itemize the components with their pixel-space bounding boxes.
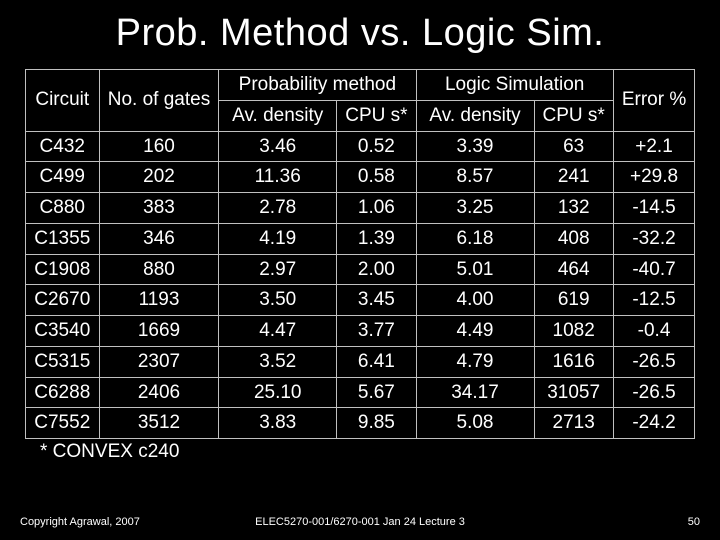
cell-gates: 1669 — [99, 316, 218, 347]
slide-title: Prob. Method vs. Logic Sim. — [18, 12, 702, 55]
cell-err: -32.2 — [613, 223, 694, 254]
cell-circuit: C6288 — [25, 377, 99, 408]
cell-l_avd: 4.49 — [416, 316, 534, 347]
cell-l_cpu: 408 — [534, 223, 613, 254]
cell-p_avd: 4.19 — [219, 223, 337, 254]
cell-err: -40.7 — [613, 254, 694, 285]
cell-p_avd: 3.46 — [219, 131, 337, 162]
cell-err: -0.4 — [613, 316, 694, 347]
header-prob-cpu: CPU s* — [337, 100, 416, 131]
cell-p_cpu: 0.58 — [337, 162, 416, 193]
header-prob-group: Probability method — [219, 70, 416, 101]
cell-circuit: C5315 — [25, 346, 99, 377]
cell-circuit: C1908 — [25, 254, 99, 285]
cell-p_cpu: 5.67 — [337, 377, 416, 408]
cell-p_cpu: 0.52 — [337, 131, 416, 162]
header-error: Error % — [613, 70, 694, 132]
cell-err: +2.1 — [613, 131, 694, 162]
cell-l_cpu: 619 — [534, 285, 613, 316]
cell-circuit: C1355 — [25, 223, 99, 254]
table-row: C354016694.473.774.491082-0.4 — [25, 316, 694, 347]
cell-l_cpu: 1616 — [534, 346, 613, 377]
cell-gates: 202 — [99, 162, 218, 193]
table-row: C4321603.460.523.3963+2.1 — [25, 131, 694, 162]
header-circuit: Circuit — [25, 70, 99, 132]
header-row-1: Circuit No. of gates Probability method … — [25, 70, 694, 101]
table-row: C49920211.360.588.57241+29.8 — [25, 162, 694, 193]
cell-circuit: C7552 — [25, 408, 99, 439]
cell-l_avd: 5.08 — [416, 408, 534, 439]
table-row: C531523073.526.414.791616-26.5 — [25, 346, 694, 377]
cell-l_avd: 8.57 — [416, 162, 534, 193]
cell-gates: 160 — [99, 131, 218, 162]
cell-err: -26.5 — [613, 377, 694, 408]
cell-gates: 880 — [99, 254, 218, 285]
footer-left: Copyright Agrawal, 2007 — [20, 516, 140, 528]
cell-err: -14.5 — [613, 193, 694, 224]
table-row: C8803832.781.063.25132-14.5 — [25, 193, 694, 224]
cell-p_avd: 3.50 — [219, 285, 337, 316]
cell-l_cpu: 464 — [534, 254, 613, 285]
footer: Copyright Agrawal, 2007 ELEC5270-001/627… — [20, 516, 700, 528]
cell-l_avd: 34.17 — [416, 377, 534, 408]
cell-circuit: C499 — [25, 162, 99, 193]
cell-gates: 346 — [99, 223, 218, 254]
header-logic-cpu: CPU s* — [534, 100, 613, 131]
table-header: Circuit No. of gates Probability method … — [25, 70, 694, 132]
cell-l_cpu: 1082 — [534, 316, 613, 347]
cell-p_cpu: 2.00 — [337, 254, 416, 285]
cell-gates: 3512 — [99, 408, 218, 439]
cell-gates: 1193 — [99, 285, 218, 316]
header-prob-avd: Av. density — [219, 100, 337, 131]
table-body: C4321603.460.523.3963+2.1C49920211.360.5… — [25, 131, 694, 439]
cell-p_avd: 2.97 — [219, 254, 337, 285]
cell-circuit: C432 — [25, 131, 99, 162]
cell-l_avd: 6.18 — [416, 223, 534, 254]
cell-err: -24.2 — [613, 408, 694, 439]
cell-p_avd: 3.52 — [219, 346, 337, 377]
cell-gates: 2406 — [99, 377, 218, 408]
cell-p_avd: 2.78 — [219, 193, 337, 224]
cell-gates: 2307 — [99, 346, 218, 377]
cell-p_cpu: 1.06 — [337, 193, 416, 224]
cell-circuit: C880 — [25, 193, 99, 224]
cell-circuit: C2670 — [25, 285, 99, 316]
cell-err: -12.5 — [613, 285, 694, 316]
cell-err: +29.8 — [613, 162, 694, 193]
footnote: * CONVEX c240 — [40, 441, 702, 463]
cell-l_avd: 4.00 — [416, 285, 534, 316]
table-row: C267011933.503.454.00619-12.5 — [25, 285, 694, 316]
footer-right: 50 — [688, 516, 700, 528]
cell-l_cpu: 63 — [534, 131, 613, 162]
cell-l_cpu: 241 — [534, 162, 613, 193]
cell-l_cpu: 132 — [534, 193, 613, 224]
header-logic-avd: Av. density — [416, 100, 534, 131]
cell-circuit: C3540 — [25, 316, 99, 347]
cell-l_avd: 5.01 — [416, 254, 534, 285]
cell-gates: 383 — [99, 193, 218, 224]
table-row: C755235123.839.855.082713-24.2 — [25, 408, 694, 439]
cell-l_avd: 4.79 — [416, 346, 534, 377]
cell-l_avd: 3.39 — [416, 131, 534, 162]
slide: Prob. Method vs. Logic Sim. Circuit No. … — [0, 0, 720, 540]
table-row: C19088802.972.005.01464-40.7 — [25, 254, 694, 285]
cell-p_avd: 11.36 — [219, 162, 337, 193]
cell-p_cpu: 6.41 — [337, 346, 416, 377]
comparison-table: Circuit No. of gates Probability method … — [25, 69, 695, 439]
cell-p_cpu: 3.45 — [337, 285, 416, 316]
cell-l_cpu: 31057 — [534, 377, 613, 408]
cell-p_avd: 25.10 — [219, 377, 337, 408]
cell-p_avd: 4.47 — [219, 316, 337, 347]
cell-p_cpu: 3.77 — [337, 316, 416, 347]
cell-l_avd: 3.25 — [416, 193, 534, 224]
cell-p_cpu: 9.85 — [337, 408, 416, 439]
header-logic-group: Logic Simulation — [416, 70, 613, 101]
cell-l_cpu: 2713 — [534, 408, 613, 439]
header-gates: No. of gates — [99, 70, 218, 132]
cell-p_cpu: 1.39 — [337, 223, 416, 254]
table-row: C6288240625.105.6734.1731057-26.5 — [25, 377, 694, 408]
table-row: C13553464.191.396.18408-32.2 — [25, 223, 694, 254]
cell-err: -26.5 — [613, 346, 694, 377]
cell-p_avd: 3.83 — [219, 408, 337, 439]
